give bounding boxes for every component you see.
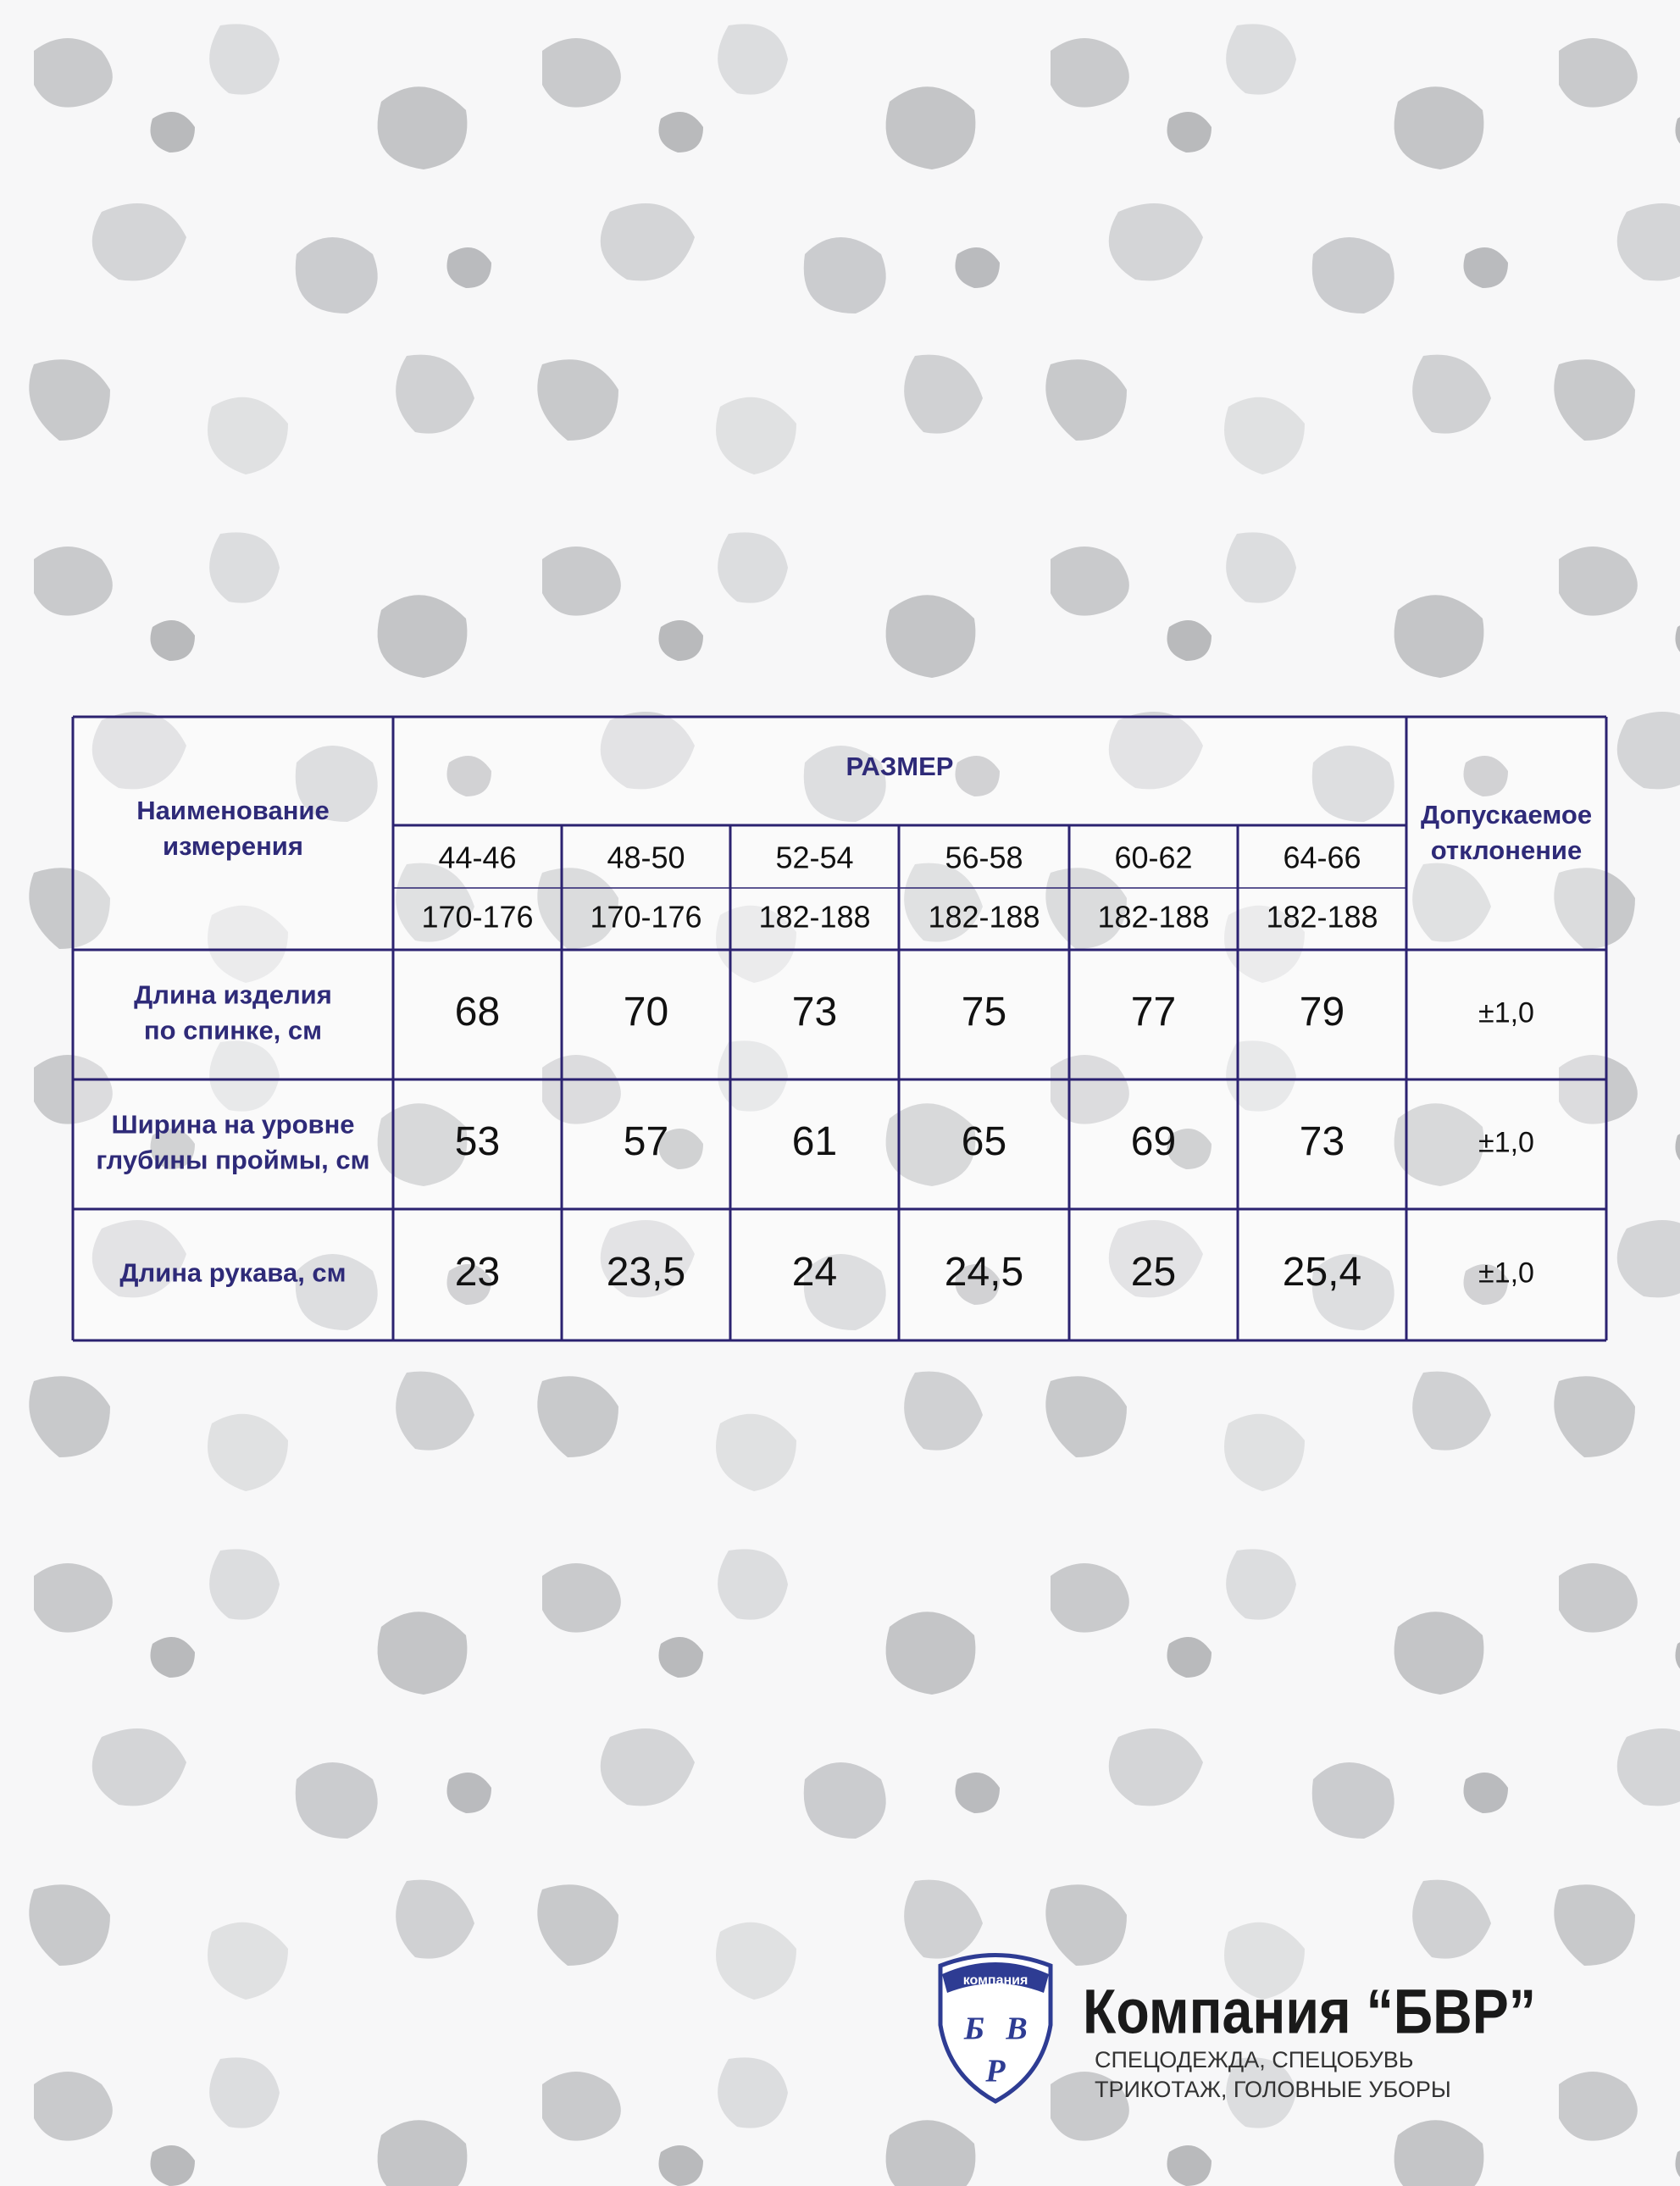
size-label: 48-50 [607, 841, 685, 875]
tolerance: ±1,0 [1478, 1126, 1534, 1158]
cell-value: 61 [792, 1119, 837, 1164]
logo-letter: В [1005, 2011, 1027, 2047]
size-label: 52-54 [775, 841, 853, 875]
cell-value: 79 [1300, 990, 1345, 1035]
tagline: СПЕЦОДЕЖДА, СПЕЦОБУВЬ [1095, 2047, 1414, 2072]
table-backdrop [73, 717, 1606, 1340]
header-label: Наименование [136, 796, 329, 825]
height-label: 170-176 [421, 900, 533, 935]
cell-value: 25,4 [1283, 1250, 1361, 1295]
table-grid [71, 715, 1608, 1342]
tolerance: ±1,0 [1478, 1257, 1534, 1289]
cell-value: 65 [962, 1119, 1006, 1164]
header-label: Допускаемое [1421, 800, 1592, 829]
height-label: 170-176 [590, 900, 701, 935]
cell-value: 73 [792, 990, 837, 1035]
logo-shield [938, 1953, 1053, 2104]
logo [938, 1953, 1053, 2104]
company-name: Компания “БВР” [1083, 1977, 1536, 2047]
logo-letter: Р [984, 2054, 1006, 2089]
cell-value: 24,5 [945, 1250, 1023, 1295]
cell-value: 73 [1300, 1119, 1345, 1164]
size-label: 56-58 [945, 841, 1023, 875]
cell-value: 69 [1131, 1119, 1176, 1164]
header-label: РАЗМЕР [846, 752, 954, 781]
cell-value: 23,5 [607, 1250, 685, 1295]
height-label: 182-188 [1097, 900, 1209, 935]
cell-value: 24 [792, 1250, 837, 1295]
logo-ribbon [942, 1962, 1049, 1993]
row-label: Длина изделия [134, 980, 332, 1010]
cell-value: 68 [455, 990, 500, 1035]
row-label: по спинке, см [144, 1016, 322, 1046]
row-label: глубины проймы, см [96, 1146, 369, 1175]
table-cells: Наименование измерения Допускаемое отклонен… [96, 752, 1592, 1295]
cell-value: 53 [455, 1119, 500, 1164]
size-label: 60-62 [1114, 841, 1192, 875]
header-label: измерения [163, 831, 303, 861]
cell-value: 57 [624, 1119, 668, 1164]
height-label: 182-188 [1266, 900, 1378, 935]
size-label: 64-66 [1283, 841, 1361, 875]
header-label: отклонение [1431, 835, 1582, 865]
cell-value: 77 [1131, 990, 1176, 1035]
logo-letter: Б [963, 2011, 984, 2047]
cell-value: 25 [1131, 1250, 1176, 1295]
logo-badge: компания [963, 1973, 1029, 1988]
tagline: ТРИКОТАЖ, ГОЛОВНЫЕ УБОРЫ [1095, 2077, 1451, 2102]
row-label: Длина рукава, см [119, 1258, 346, 1288]
tolerance: ±1,0 [1478, 996, 1534, 1029]
height-label: 182-188 [758, 900, 870, 935]
height-label: 182-188 [928, 900, 1040, 935]
size-label: 44-46 [438, 841, 516, 875]
cell-value: 75 [962, 990, 1006, 1035]
cell-value: 70 [624, 990, 668, 1035]
row-label: Ширина на уровне [111, 1110, 354, 1140]
cell-value: 23 [455, 1250, 500, 1295]
